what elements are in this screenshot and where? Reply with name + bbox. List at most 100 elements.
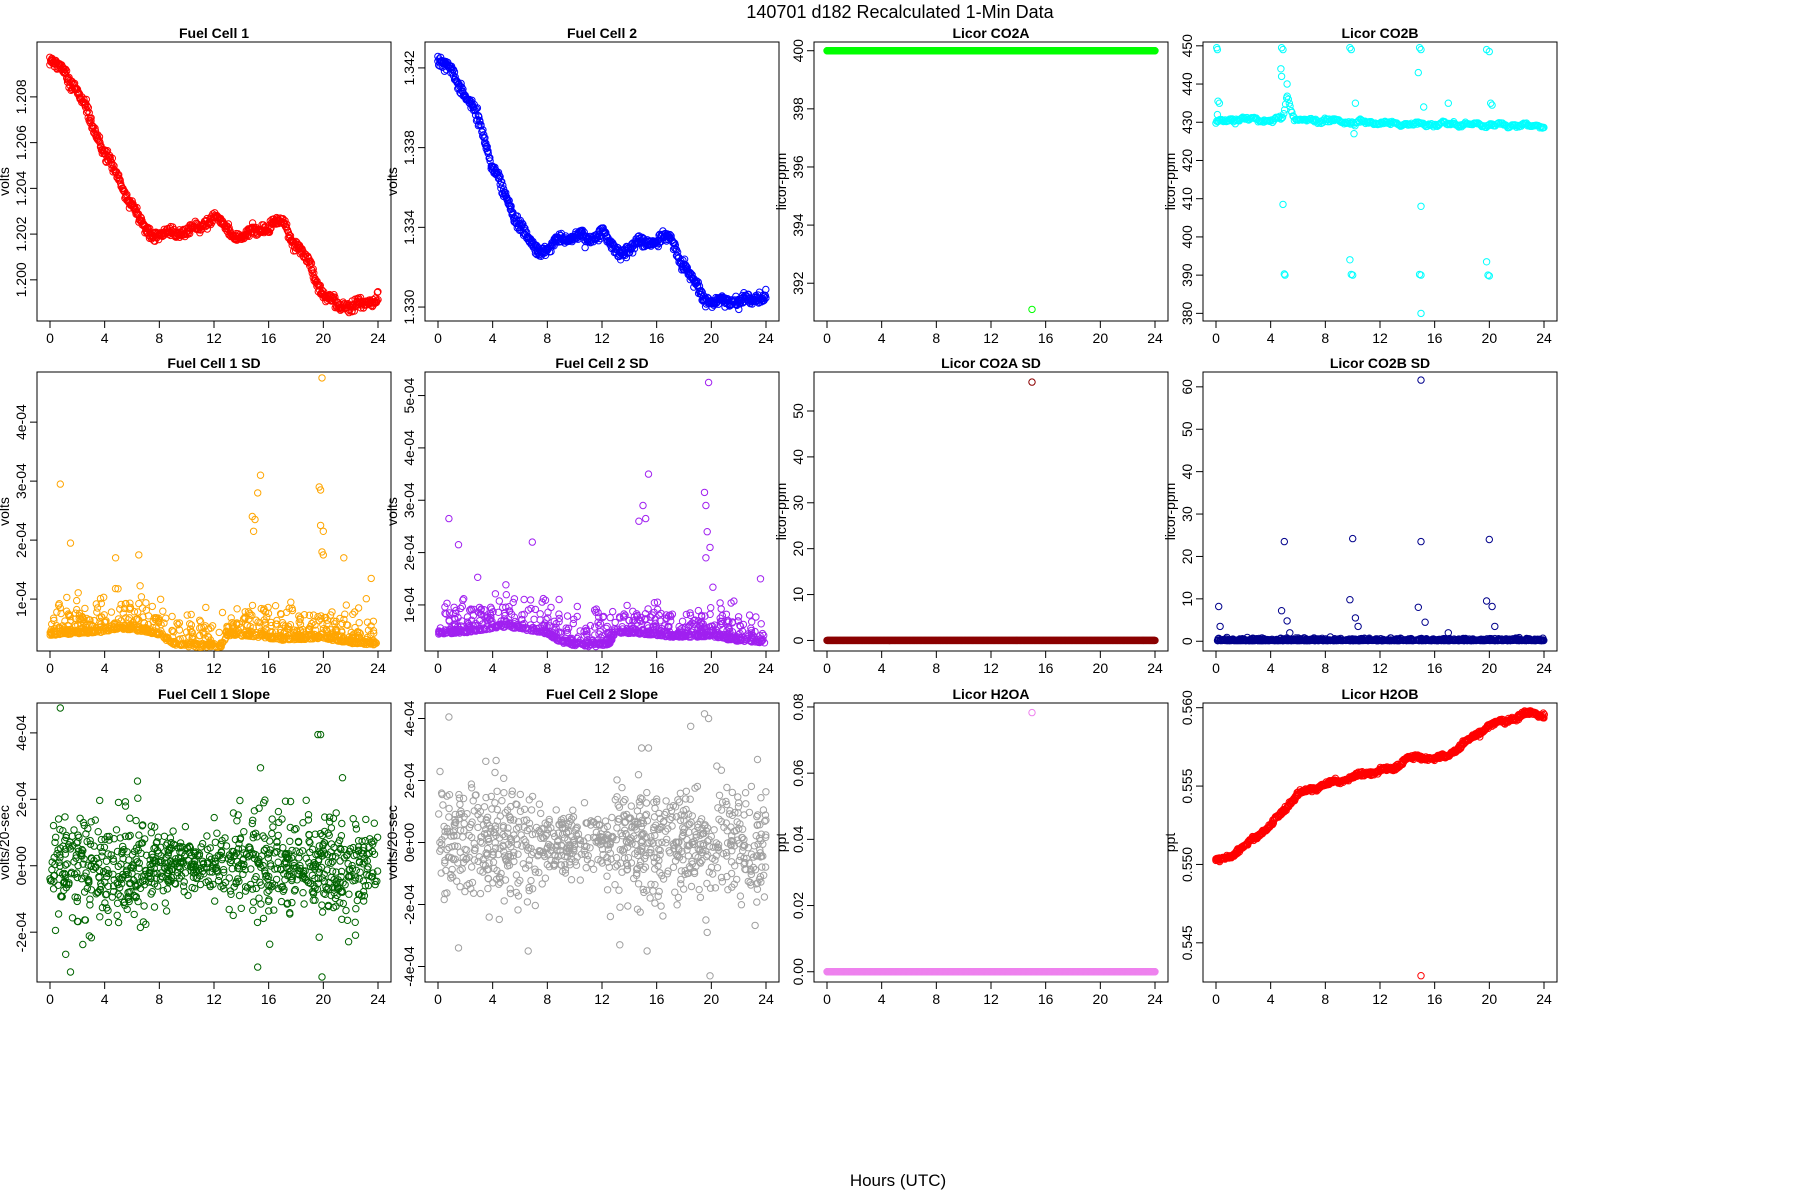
data-point bbox=[85, 109, 93, 117]
data-point bbox=[95, 133, 104, 141]
data-point bbox=[233, 605, 241, 613]
data-point bbox=[254, 489, 262, 497]
y-tick-label: 1.342 bbox=[401, 50, 417, 85]
data-point bbox=[704, 378, 713, 387]
x-tick-label: 0 bbox=[823, 660, 831, 676]
data-point bbox=[53, 608, 61, 616]
panel-grid: Fuel Cell 10 4 8 12 16 20 241.2001.2021.2041.2… bbox=[0, 25, 1558, 1007]
data-point bbox=[218, 608, 227, 617]
data-point bbox=[707, 604, 715, 612]
data-point bbox=[678, 617, 687, 625]
plot-frame bbox=[813, 41, 1169, 322]
data-point bbox=[82, 99, 90, 108]
panel-6: Licor CO2A SD0 4 8 12 16 20 2401020304050licor… bbox=[773, 355, 1169, 676]
x-tick-label: 4 bbox=[878, 660, 886, 676]
data-point bbox=[271, 602, 280, 610]
data-point bbox=[526, 596, 535, 604]
plot-frame bbox=[36, 371, 392, 652]
series-points bbox=[434, 52, 770, 314]
data-point bbox=[484, 147, 492, 155]
x-tick-label: 20 bbox=[704, 330, 720, 346]
y-tick-label: 50 bbox=[790, 403, 806, 419]
data-point bbox=[78, 93, 86, 101]
x-tick-label: 16 bbox=[649, 330, 665, 346]
data-point bbox=[1279, 200, 1287, 209]
x-tick-label: 16 bbox=[1038, 660, 1054, 676]
data-point bbox=[342, 601, 350, 609]
x-tick-label: 16 bbox=[1038, 330, 1054, 346]
data-point bbox=[639, 501, 647, 510]
x-tick-label: 4 bbox=[101, 660, 109, 676]
data-point bbox=[703, 528, 711, 536]
data-point bbox=[576, 627, 584, 635]
plot-frame bbox=[424, 41, 780, 322]
data-point bbox=[555, 595, 563, 604]
data-point bbox=[702, 501, 710, 510]
x-tick-label: 12 bbox=[983, 330, 999, 346]
panel-title: Licor CO2B bbox=[1341, 25, 1418, 41]
y-tick-label: 430 bbox=[1179, 110, 1195, 134]
data-point bbox=[91, 124, 99, 132]
x-tick-label: 12 bbox=[594, 330, 610, 346]
x-tick-label: 8 bbox=[543, 660, 551, 676]
y-tick-label: 1.330 bbox=[401, 289, 417, 324]
y-axis-label: volts bbox=[384, 167, 400, 196]
data-point bbox=[106, 156, 115, 164]
data-point bbox=[528, 538, 536, 546]
data-point bbox=[203, 225, 212, 233]
data-point bbox=[495, 597, 503, 605]
y-tick-label: 400 bbox=[1179, 225, 1195, 249]
y-tick-label: 420 bbox=[1179, 149, 1195, 173]
panel-title: Fuel Cell 2 SD bbox=[555, 355, 648, 371]
x-tick-label: 12 bbox=[206, 330, 222, 346]
data-point bbox=[89, 123, 98, 131]
data-point bbox=[1414, 68, 1423, 77]
data-point bbox=[363, 618, 372, 626]
data-point bbox=[474, 573, 482, 581]
data-point bbox=[215, 628, 223, 637]
series-points bbox=[46, 374, 380, 651]
data-point bbox=[1350, 130, 1358, 138]
data-point bbox=[1215, 99, 1224, 107]
data-point bbox=[96, 138, 104, 147]
y-tick-label: 1.200 bbox=[13, 262, 29, 297]
panel-5: Fuel Cell 2 SD0 4 8 12 16 20 241e-042e-043e-04… bbox=[384, 355, 780, 676]
data-point bbox=[80, 95, 88, 103]
data-point bbox=[137, 593, 146, 601]
x-tick-label: 0 bbox=[46, 330, 54, 346]
data-point bbox=[445, 514, 453, 523]
data-point bbox=[148, 602, 157, 611]
plot-frame bbox=[1202, 41, 1558, 322]
x-tick-label: 4 bbox=[1267, 330, 1275, 346]
data-point bbox=[547, 603, 555, 612]
y-tick-label: 400 bbox=[790, 39, 806, 63]
x-tick-label: 20 bbox=[1093, 330, 1109, 346]
data-point bbox=[119, 186, 127, 195]
x-tick-label: 12 bbox=[1372, 330, 1388, 346]
y-tick-label: 1.202 bbox=[13, 216, 29, 251]
data-point bbox=[372, 298, 380, 306]
data-point bbox=[441, 603, 449, 611]
series-points bbox=[1212, 44, 1548, 318]
data-point bbox=[75, 93, 84, 101]
data-point bbox=[642, 514, 650, 523]
y-tick-label: 2e-04 bbox=[401, 534, 417, 570]
x-tick-label: 20 bbox=[316, 330, 332, 346]
data-point bbox=[276, 218, 285, 227]
x-tick-label: 0 bbox=[1212, 330, 1220, 346]
y-tick-label: 1.204 bbox=[13, 171, 29, 206]
data-point bbox=[227, 614, 235, 622]
data-point bbox=[114, 171, 122, 180]
x-tick-label: 4 bbox=[878, 330, 886, 346]
panel-title: Fuel Cell 1 SD bbox=[167, 355, 260, 371]
data-point bbox=[159, 607, 167, 615]
y-tick-label: 20 bbox=[790, 541, 806, 557]
data-point bbox=[635, 517, 643, 525]
data-point bbox=[287, 598, 295, 606]
data-point bbox=[240, 234, 248, 243]
data-point bbox=[1351, 99, 1360, 107]
data-point bbox=[111, 554, 120, 562]
data-point bbox=[611, 618, 619, 627]
x-tick-label: 24 bbox=[1147, 660, 1163, 676]
x-tick-label: 0 bbox=[434, 330, 442, 346]
